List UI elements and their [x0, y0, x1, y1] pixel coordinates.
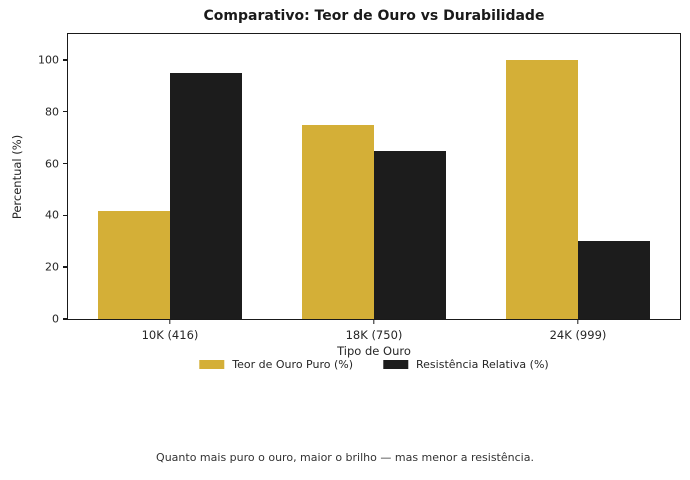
y-tick-label: 60 — [45, 157, 59, 171]
y-tick-mark — [63, 59, 68, 61]
y-tick-mark — [63, 214, 68, 217]
y-tick-mark — [63, 111, 68, 113]
legend-swatch-icon — [199, 360, 225, 369]
legend-item: Teor de Ouro Puro (%) — [199, 358, 353, 371]
y-tick-label: 20 — [45, 260, 59, 274]
x-tick-label: 24K (999) — [549, 328, 607, 342]
plot-area: Percentual (%) Tipo de Ouro 0 20 40 60 80 100… — [10, 33, 681, 358]
y-tick-label: 100 — [38, 53, 59, 67]
x-axis-label: Tipo de Ouro — [337, 344, 411, 358]
y-tick-label: 80 — [45, 105, 59, 119]
bar — [506, 60, 578, 319]
chart-title: Comparativo: Teor de Ouro vs Durabilidad… — [203, 8, 545, 24]
legend-label: Resistência Relativa (%) — [416, 358, 549, 371]
x-tick-label: 18K (750) — [345, 328, 403, 342]
y-tick-mark — [63, 162, 68, 165]
y-axis-label: Percentual (%) — [10, 134, 24, 219]
bar — [578, 241, 650, 319]
x-tick-mark — [169, 319, 171, 324]
bar — [98, 211, 170, 319]
bar — [170, 72, 242, 319]
legend: Teor de Ouro Puro (%) Resistência Relativ… — [199, 358, 549, 371]
caption: Quanto mais puro o ouro, maior o brilho … — [156, 451, 534, 464]
y-tick-mark — [63, 266, 68, 268]
x-tick-mark — [373, 319, 375, 324]
y-tick-label: 40 — [45, 208, 59, 222]
y-tick-mark — [63, 318, 68, 320]
bar — [302, 124, 374, 319]
x-tick-mark — [577, 319, 579, 324]
x-tick-label: 10K (416) — [141, 328, 199, 342]
y-tick-label: 0 — [52, 312, 59, 326]
legend-label: Teor de Ouro Puro (%) — [232, 358, 354, 371]
bar — [374, 150, 446, 319]
legend-swatch-icon — [383, 360, 409, 369]
legend-item: Resistência Relativa (%) — [383, 358, 549, 371]
